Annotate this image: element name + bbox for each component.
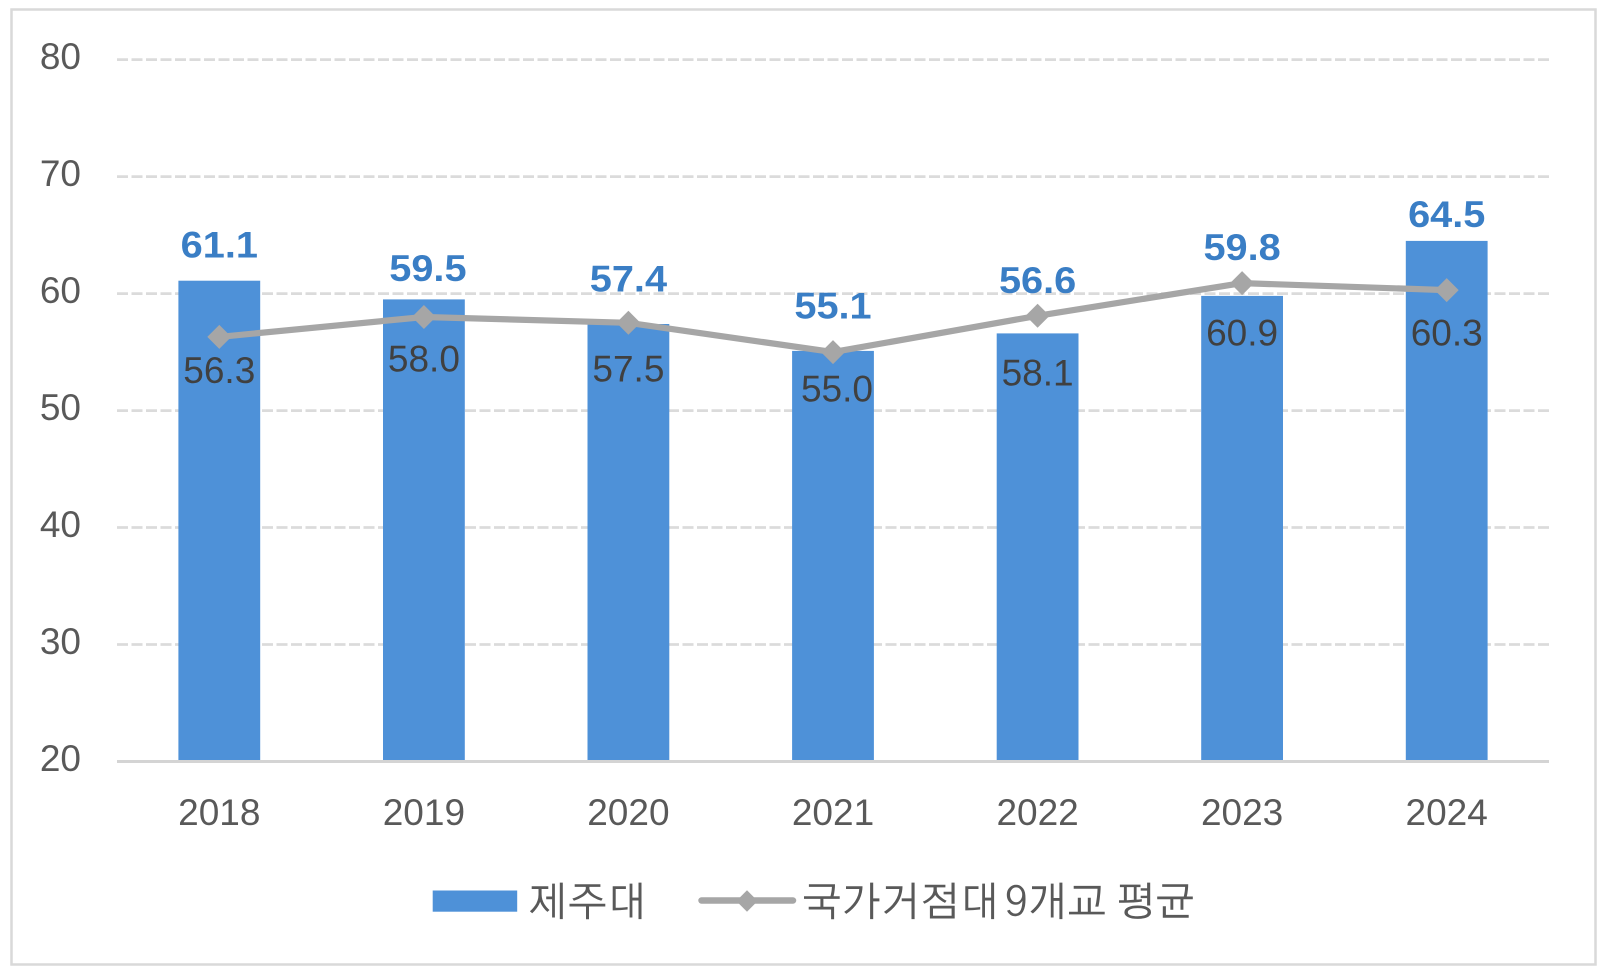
svg-text:60: 60: [40, 270, 81, 311]
svg-text:56.6: 56.6: [999, 260, 1076, 301]
svg-text:2019: 2019: [383, 792, 465, 833]
svg-text:58.1: 58.1: [1002, 352, 1074, 393]
svg-text:80: 80: [40, 36, 81, 77]
svg-text:57.4: 57.4: [590, 259, 668, 300]
svg-text:70: 70: [40, 153, 81, 194]
svg-text:55.0: 55.0: [801, 368, 873, 409]
svg-text:60.9: 60.9: [1206, 312, 1278, 353]
svg-text:50: 50: [40, 387, 81, 428]
svg-text:2021: 2021: [792, 792, 874, 833]
svg-text:2023: 2023: [1201, 792, 1283, 833]
svg-text:59.5: 59.5: [389, 248, 466, 289]
svg-text:56.3: 56.3: [183, 350, 255, 391]
svg-text:60.3: 60.3: [1411, 313, 1483, 354]
svg-text:55.1: 55.1: [794, 286, 871, 327]
svg-text:57.5: 57.5: [592, 348, 664, 389]
svg-text:40: 40: [40, 504, 81, 545]
svg-text:20: 20: [40, 738, 81, 779]
svg-text:2018: 2018: [178, 792, 260, 833]
svg-text:61.1: 61.1: [181, 225, 258, 266]
svg-text:2020: 2020: [587, 792, 669, 833]
svg-text:58.0: 58.0: [388, 339, 460, 380]
svg-text:59.8: 59.8: [1203, 227, 1280, 268]
svg-text:2022: 2022: [996, 792, 1078, 833]
svg-text:2024: 2024: [1406, 792, 1488, 833]
svg-text:64.5: 64.5: [1408, 194, 1485, 235]
svg-text:30: 30: [40, 621, 81, 662]
